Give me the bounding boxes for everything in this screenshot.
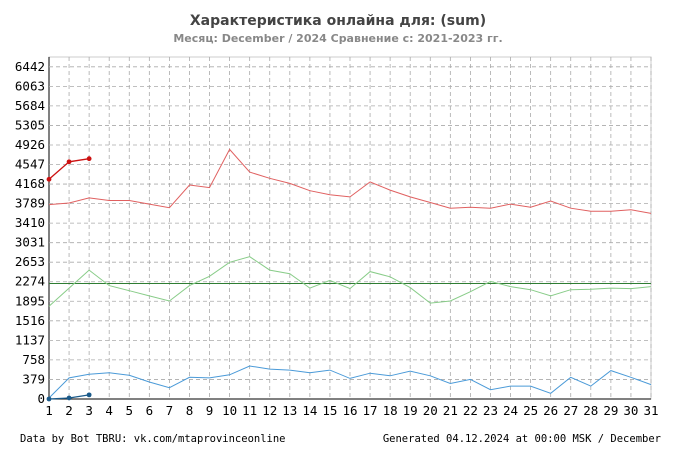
y-tick-label: 4547 [15, 157, 45, 172]
series-3 [46, 156, 92, 182]
x-tick-label: 2 [65, 403, 73, 418]
x-tick-label: 30 [623, 403, 638, 418]
x-tick-label: 12 [262, 403, 277, 418]
series-2 [48, 365, 652, 399]
x-tick-label: 26 [543, 403, 558, 418]
x-tick-label: 3 [85, 403, 93, 418]
data-point [66, 159, 72, 165]
x-tick-label: 28 [583, 403, 598, 418]
x-tick-label: 10 [222, 403, 237, 418]
x-tick-label: 16 [342, 403, 357, 418]
x-tick-label: 5 [126, 403, 134, 418]
y-axis-ticks: 0 379 758 1137 1516 1895 2274 2653 3031 3410 3789 4… [15, 59, 45, 406]
x-tick-label: 17 [363, 403, 378, 418]
y-tick-label: 1137 [15, 332, 45, 347]
x-tick-label: 7 [166, 403, 174, 418]
y-tick-label: 3789 [15, 196, 45, 211]
y-tick-label: 3031 [15, 235, 45, 250]
x-tick-label: 19 [403, 403, 418, 418]
y-tick-label: 5684 [15, 98, 45, 113]
x-tick-label: 29 [603, 403, 618, 418]
chart-subtitle: Месяц: December / 2024 Сравнение с: 2021… [173, 32, 502, 45]
x-tick-label: 18 [383, 403, 398, 418]
series-layer [46, 148, 652, 402]
data-point [46, 396, 52, 402]
x-tick-label: 9 [206, 403, 214, 418]
x-tick-label: 24 [503, 403, 518, 418]
x-tick-label: 15 [322, 403, 337, 418]
data-point [66, 395, 72, 401]
footer-generated: Generated 04.12.2024 at 00:00 MSK / Dece… [383, 433, 661, 445]
x-tick-label: 11 [242, 403, 257, 418]
x-tick-label: 25 [523, 403, 538, 418]
footer-source: Data by Bot TBRU: vk.com/mtaprovinceonli… [20, 433, 286, 445]
chart-title: Характеристика онлайна для: (sum) [190, 13, 486, 29]
x-tick-label: 31 [643, 403, 658, 418]
data-point [86, 156, 92, 162]
x-tick-label: 8 [186, 403, 194, 418]
y-tick-label: 4168 [15, 176, 45, 191]
x-tick-label: 23 [483, 403, 498, 418]
x-tick-label: 20 [423, 403, 438, 418]
y-tick-label: 6063 [15, 78, 45, 93]
series-line [48, 365, 652, 399]
y-tick-label: 2274 [15, 274, 45, 289]
x-tick-label: 6 [146, 403, 154, 418]
data-point [86, 392, 92, 398]
series-1 [48, 256, 652, 307]
y-tick-label: 5305 [15, 117, 45, 132]
y-tick-label: 3410 [15, 215, 45, 230]
y-tick-label: 0 [37, 391, 45, 406]
x-tick-label: 22 [463, 403, 478, 418]
y-tick-label: 379 [22, 371, 45, 386]
x-tick-label: 14 [302, 403, 317, 418]
series-0 [48, 148, 652, 214]
data-point [46, 176, 52, 182]
y-tick-label: 2653 [15, 254, 45, 269]
y-tick-label: 6442 [15, 59, 45, 74]
x-tick-label: 1 [45, 403, 53, 418]
series-line [48, 256, 652, 307]
y-tick-label: 758 [22, 352, 45, 367]
x-tick-label: 13 [282, 403, 297, 418]
y-tick-label: 4926 [15, 137, 45, 152]
series-4 [46, 392, 92, 402]
x-tick-label: 4 [105, 403, 113, 418]
x-tick-label: 27 [563, 403, 578, 418]
x-axis-ticks: 1 2 3 4 5 6 7 8 9 10 11 12 13 14 15 16 17 18 19 20 21 22 23 24 2… [45, 403, 658, 418]
series-line [48, 148, 652, 214]
x-tick-label: 21 [443, 403, 458, 418]
y-tick-label: 1516 [15, 313, 45, 328]
y-tick-label: 1895 [15, 293, 45, 308]
